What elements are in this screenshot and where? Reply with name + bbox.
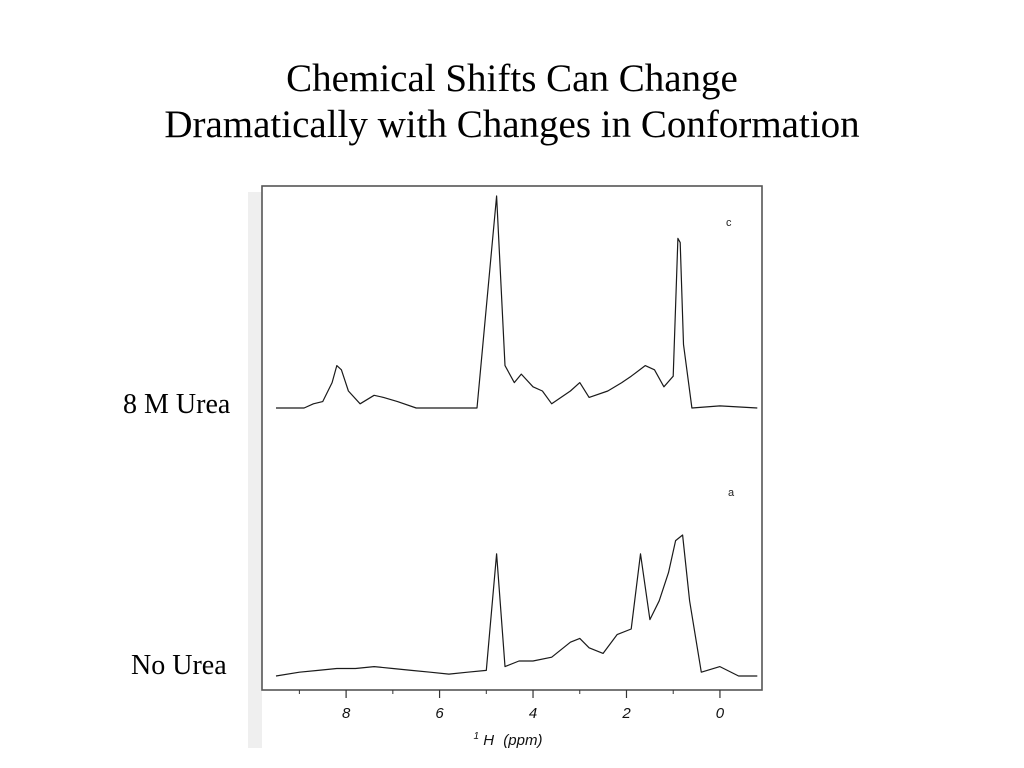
panel-letter-c: c	[726, 217, 732, 229]
x-tick-label-4: 4	[529, 705, 537, 722]
x-tick-label-2: 2	[621, 705, 631, 722]
x-axis: 8 6 4 2 0	[298, 690, 725, 722]
series-label-no-urea: No Urea	[131, 650, 227, 681]
series-label-urea: 8 M Urea	[123, 389, 231, 420]
title-line-1: Chemical Shifts Can Change	[286, 57, 738, 100]
panel-letter-a: a	[728, 487, 735, 499]
x-tick-label-8: 8	[342, 705, 351, 722]
series-layer	[275, 195, 758, 677]
x-axis-label-superscript: 1	[474, 731, 480, 742]
x-axis-label-unit: (ppm)	[503, 732, 542, 749]
slide-title: Chemical Shifts Can Change Dramatically …	[0, 56, 1024, 148]
x-axis-label: 1 H (ppm)	[474, 726, 543, 749]
spectrum-line-urea	[276, 195, 758, 409]
scan-page-shadow	[248, 192, 262, 748]
x-tick-label-0: 0	[716, 705, 725, 722]
plot-frame	[261, 185, 763, 691]
x-axis-label-nucleus: H	[483, 732, 494, 749]
spectrum-line-no-urea	[275, 534, 758, 677]
title-line-2: Dramatically with Changes in Conformatio…	[164, 103, 860, 146]
x-tick-label-6: 6	[435, 705, 444, 722]
